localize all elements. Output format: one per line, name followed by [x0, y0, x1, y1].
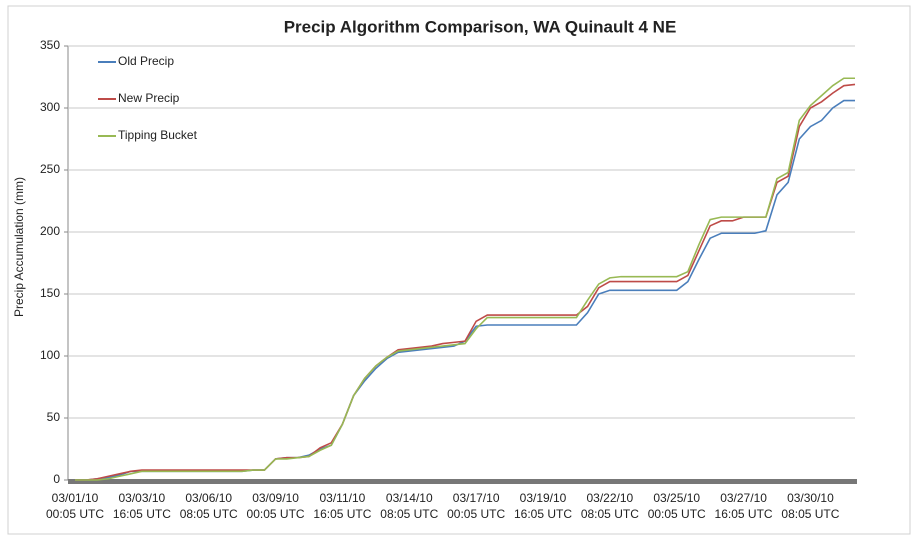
legend-label: Tipping Bucket	[118, 128, 198, 142]
chart-title: Precip Algorithm Comparison, WA Quinault…	[284, 17, 677, 36]
chart-frame	[7, 5, 911, 535]
x-tick-label: 03/06/10 08:05 UTC	[179, 491, 238, 521]
y-tick-label: 300	[40, 100, 60, 114]
y-tick-label: 200	[40, 224, 60, 238]
y-tick-label: 150	[40, 286, 60, 300]
y-tick-label: 100	[40, 348, 60, 362]
x-tick-label: 03/14/10 08:05 UTC	[380, 491, 439, 521]
legend-label: New Precip	[118, 91, 180, 105]
y-tick-label: 50	[47, 410, 61, 424]
x-tick-label: 03/19/10 16:05 UTC	[513, 491, 573, 521]
x-tick-label: 03/25/10 00:05 UTC	[647, 491, 706, 521]
x-tick-label: 03/17/10 00:05 UTC	[447, 491, 506, 521]
x-tick-label: 03/03/10 16:05 UTC	[112, 491, 171, 521]
x-tick-label: 03/09/10 00:05 UTC	[246, 491, 305, 521]
x-tick-label: 03/22/10 08:05 UTC	[580, 491, 639, 521]
legend-label: Old Precip	[118, 54, 174, 68]
y-tick-label: 350	[40, 38, 60, 52]
series-line	[75, 77, 855, 481]
x-tick-label: 03/01/10 00:05 UTC	[45, 491, 105, 521]
y-tick-label: 250	[40, 162, 60, 176]
y-axis-label: Precip Accumulation (mm)	[12, 177, 26, 317]
x-tick-label: 03/11/10 16:05 UTC	[313, 491, 372, 521]
series-line	[75, 83, 856, 481]
x-axis	[68, 479, 857, 484]
x-tick-label: 03/27/10 16:05 UTC	[714, 491, 773, 521]
x-tick-label: 03/30/10 08:05 UTC	[781, 491, 840, 521]
y-tick-label: 0	[53, 472, 60, 486]
